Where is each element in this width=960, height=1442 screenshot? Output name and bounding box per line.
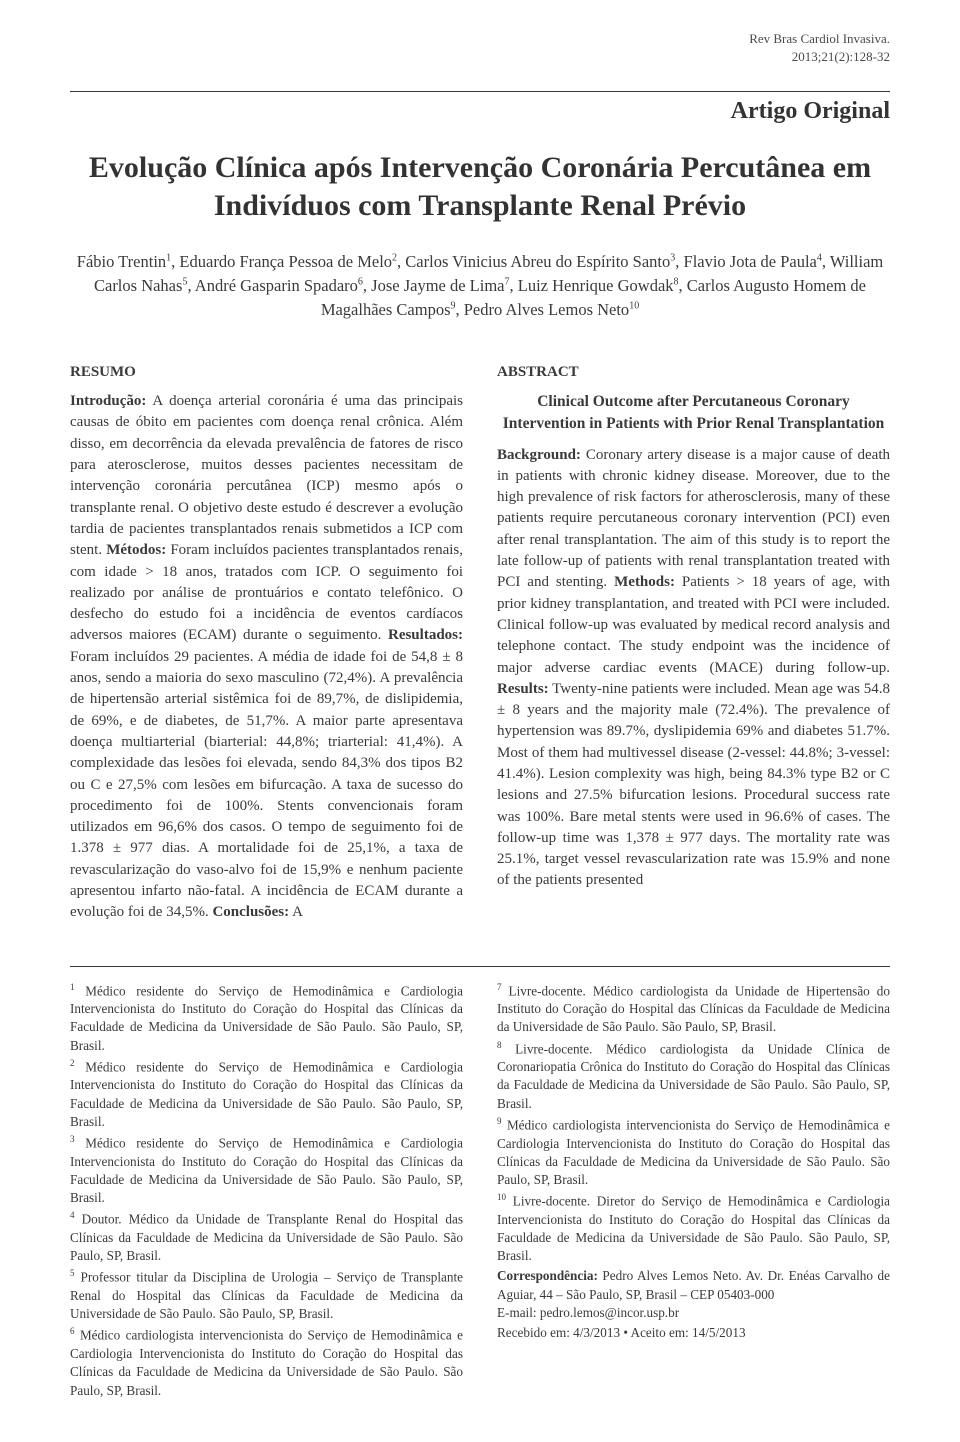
abstract-title: Clinical Outcome after Percutaneous Coro… [497, 391, 890, 434]
affiliations-columns: 1 Médico residente do Serviço de Hemodin… [70, 981, 890, 1402]
journal-issue: 2013;21(2):128-32 [792, 49, 890, 64]
resumo-heading: RESUMO [70, 362, 463, 383]
affiliation-item: 4 Doutor. Médico da Unidade de Transplan… [70, 1209, 463, 1265]
affiliation-item: 1 Médico residente do Serviço de Hemodin… [70, 981, 463, 1055]
authors-list: Fábio Trentin1, Eduardo França Pessoa de… [70, 250, 890, 322]
abstract-heading: ABSTRACT [497, 362, 890, 383]
affiliations-rule [70, 966, 890, 967]
email-label: E-mail: [497, 1305, 537, 1320]
page: Rev Bras Cardiol Invasiva. 2013;21(2):12… [0, 0, 960, 1442]
affiliations-right-list: 7 Livre-docente. Médico cardiologista da… [497, 981, 890, 1266]
journal-reference: Rev Bras Cardiol Invasiva. 2013;21(2):12… [70, 30, 890, 65]
affiliations-right: 7 Livre-docente. Médico cardiologista da… [497, 981, 890, 1402]
received-accepted-dates: Recebido em: 4/3/2013 • Aceito em: 14/5/… [497, 1324, 890, 1342]
affiliation-item: 6 Médico cardiologista intervencionista … [70, 1325, 463, 1399]
article-title: Evolução Clínica após Intervenção Coroná… [70, 149, 890, 224]
affiliation-item: 3 Médico residente do Serviço de Hemodin… [70, 1133, 463, 1207]
affiliation-item: 5 Professor titular da Disciplina de Uro… [70, 1267, 463, 1323]
email-value: pedro.lemos@incor.usp.br [540, 1305, 679, 1320]
affiliation-item: 2 Médico residente do Serviço de Hemodin… [70, 1057, 463, 1131]
journal-name: Rev Bras Cardiol Invasiva. [749, 31, 890, 46]
resumo-column: RESUMO Introdução: A doença arterial cor… [70, 362, 463, 924]
affiliation-item: 8 Livre-docente. Médico cardiologista da… [497, 1039, 890, 1113]
affiliation-item: 10 Livre-docente. Diretor do Serviço de … [497, 1191, 890, 1265]
correspondence-label: Correspondência: [497, 1268, 598, 1283]
affiliations-left: 1 Médico residente do Serviço de Hemodin… [70, 981, 463, 1402]
abstract-column: ABSTRACT Clinical Outcome after Percutan… [497, 362, 890, 924]
affiliation-item: 7 Livre-docente. Médico cardiologista da… [497, 981, 890, 1037]
affiliation-item: 9 Médico cardiologista intervencionista … [497, 1115, 890, 1189]
title-rule [70, 91, 890, 92]
correspondence: Correspondência: Pedro Alves Lemos Neto.… [497, 1267, 890, 1322]
abstract-body: Background: Coronary artery disease is a… [497, 445, 890, 892]
resumo-body: Introdução: A doença arterial coronária … [70, 391, 463, 923]
abstract-columns: RESUMO Introdução: A doença arterial cor… [70, 362, 890, 924]
article-type: Artigo Original [70, 98, 890, 125]
